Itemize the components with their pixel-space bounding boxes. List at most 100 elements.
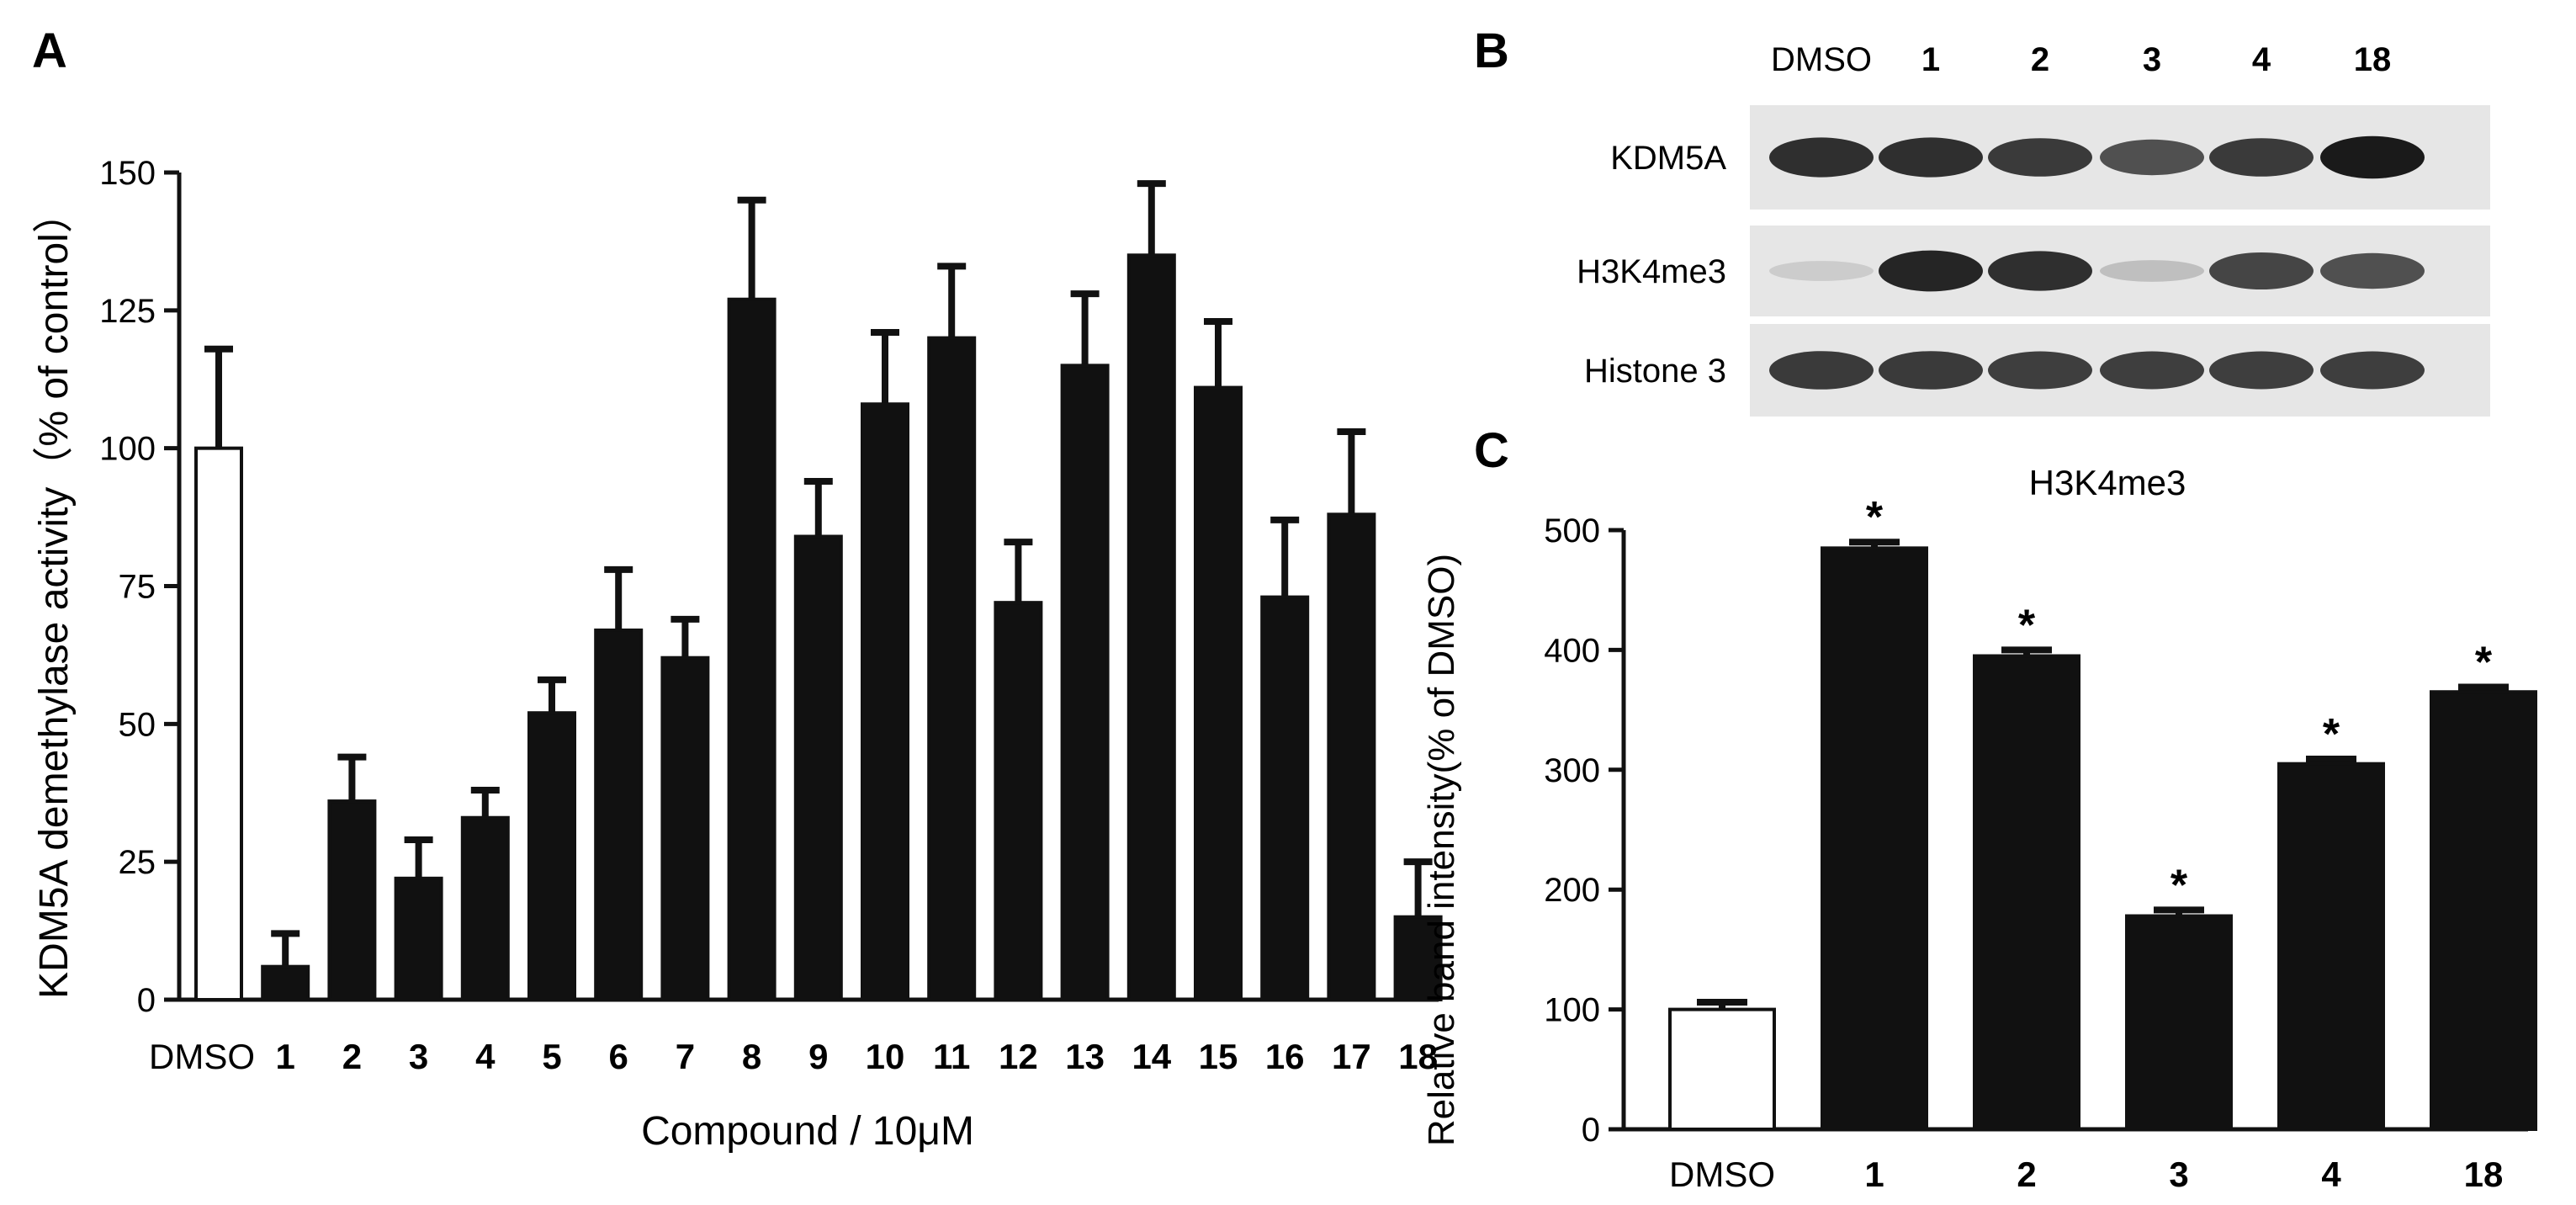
panelC-significance-marker: * [2171,861,2188,910]
panelA-bar-16 [1260,595,1310,1002]
panel-a-ticks: 0 25 50 75 100 125 150 [99,155,179,1019]
blot-band [2100,260,2204,282]
panelA-bar-4 [460,815,510,1001]
panelA-category-label: 4 [475,1037,496,1076]
panel-a-letter: A [32,24,67,78]
panelC-bar-3 [2125,914,2233,1131]
panelC-y-tick-label: 100 [1544,992,1600,1029]
panel-a-y-axis-title: KDM5A demethylase activity（% of control） [32,193,77,999]
panelA-y-tick-label: 75 [119,569,156,606]
blot-rows: KDM5A H3K4me3 Histone 3 [1577,105,2490,417]
panelA-category-label: 5 [542,1037,561,1076]
panelA-bar-9 [793,534,843,1001]
panelA-bar-10 [861,402,909,1001]
panelA-bar-6 [594,628,644,1002]
panelA-category-label: 8 [742,1037,761,1076]
panelA-category-label: DMSO [149,1037,255,1076]
panelA-category-label: 16 [1265,1037,1305,1076]
blot-lane-label: 18 [2354,41,2392,78]
blot-lane-label: 1 [1921,41,1940,78]
panel-c-bars: * * * * * [1668,493,2537,1131]
panelC-y-tick-label: 200 [1544,872,1600,909]
blot-row-label: KDM5A [1610,140,1726,177]
blot-band [1988,138,2092,177]
blot-lane-label: DMSO [1771,41,1872,78]
panelA-category-label: 1 [276,1037,295,1076]
panelA-category-label: 3 [409,1037,428,1076]
blot-row-label: H3K4me3 [1577,253,1726,290]
panelC-category-label: 1 [1864,1155,1884,1194]
panelA-category-label: 10 [866,1037,905,1076]
blot-band [2320,252,2425,289]
panel-c-title: H3K4me3 [2029,463,2186,502]
blot-row-kdm5a: KDM5A [1610,105,2490,210]
panelC-bar-dmso [1668,1007,1776,1131]
blot-band [1988,351,2092,390]
panelA-bar-dmso [194,446,243,1001]
panelA-bar-2 [327,799,377,1002]
panelA-bar-5 [527,711,576,1002]
panelA-category-label: 7 [676,1037,695,1076]
blot-lane-label: 2 [2031,41,2049,78]
panelA-category-label: 2 [342,1037,362,1076]
panelA-category-label: 18 [1398,1037,1438,1076]
blot-band [2209,252,2314,289]
panelC-y-tick-label: 400 [1544,632,1600,669]
panelA-bar-17 [1327,512,1376,1001]
panelC-bar-2 [1973,654,2080,1131]
panelC-category-label: 18 [2464,1155,2504,1194]
panelA-category-label: 9 [808,1037,828,1076]
panelA-category-label: 11 [933,1037,970,1076]
panel-b-letter: B [1474,24,1509,78]
blot-lane-labels: DMSO 1 2 3 4 18 [1771,41,2391,78]
panelC-y-tick-label: 0 [1582,1112,1600,1149]
blot-band [2209,138,2314,177]
panelA-category-label: 12 [999,1037,1038,1076]
panelA-bar-1 [261,964,310,1002]
panelC-significance-marker: * [2323,710,2340,759]
blot-row-h3k4me3: H3K4me3 [1577,226,2490,316]
blot-band [1988,251,2092,291]
panelA-category-label: 17 [1332,1037,1371,1076]
blot-band [1769,261,1874,281]
panelA-y-tick-label: 25 [119,844,156,881]
panelC-y-tick-label: 300 [1544,752,1600,789]
panelC-category-label: 3 [2169,1155,2188,1194]
panelA-bar-14 [1126,253,1176,1001]
panelA-y-tick-label: 150 [99,155,156,192]
panelA-bar-18 [1393,915,1443,1001]
panel-b-western-blot: B DMSO 1 2 3 4 18 KDM5A H3K4me3 Histone 3 [1474,24,2490,417]
panelA-y-tick-label: 100 [99,431,156,468]
blot-band [2320,351,2425,390]
panel-c-category-labels: DMSO 1 2 3 4 18 [1669,1155,2503,1194]
panelC-significance-marker: * [1866,493,1884,542]
blot-band [2100,139,2204,176]
blot-band [1879,351,1983,390]
panelA-bar-7 [660,656,710,1002]
panelC-significance-marker: * [2475,639,2493,687]
panelA-bar-15 [1194,385,1243,1001]
blot-row-histone-3: Histone 3 [1584,324,2490,417]
blot-band [1879,250,1983,292]
panelA-category-label: 13 [1065,1037,1105,1076]
blot-band [1769,137,1874,178]
panel-c-ticks: 0 100 200 300 400 500 [1544,512,1624,1149]
panelA-bar-12 [994,601,1043,1001]
blot-lane-label: 4 [2252,41,2271,78]
panelA-y-tick-label: 50 [119,706,156,743]
blot-band [1879,137,1983,178]
panel-c-letter: C [1474,423,1509,478]
panelC-bar-4 [2277,762,2385,1131]
blot-lane-label: 3 [2143,41,2161,78]
panel-a-category-labels: DMSO 1 2 3 4 5 6 7 8 9 10 11 12 13 14 15 16 17 18 [149,1037,1438,1076]
panelC-bar-18 [2430,690,2537,1131]
panelA-bar-11 [927,336,977,1002]
panel-c-y-axis-title: Relative band intensity(% of DMSO) [1421,554,1462,1146]
panelC-y-tick-label: 500 [1544,512,1600,549]
panelC-significance-marker: * [2018,601,2036,650]
panel-c-chart: C H3K4me3 * * * * * 0 100 200 300 400 500 DMSO 1 2 3… [1421,423,2537,1194]
panelC-category-label: DMSO [1669,1155,1775,1194]
blot-band [1769,351,1874,390]
panelA-y-tick-label: 125 [99,293,156,330]
